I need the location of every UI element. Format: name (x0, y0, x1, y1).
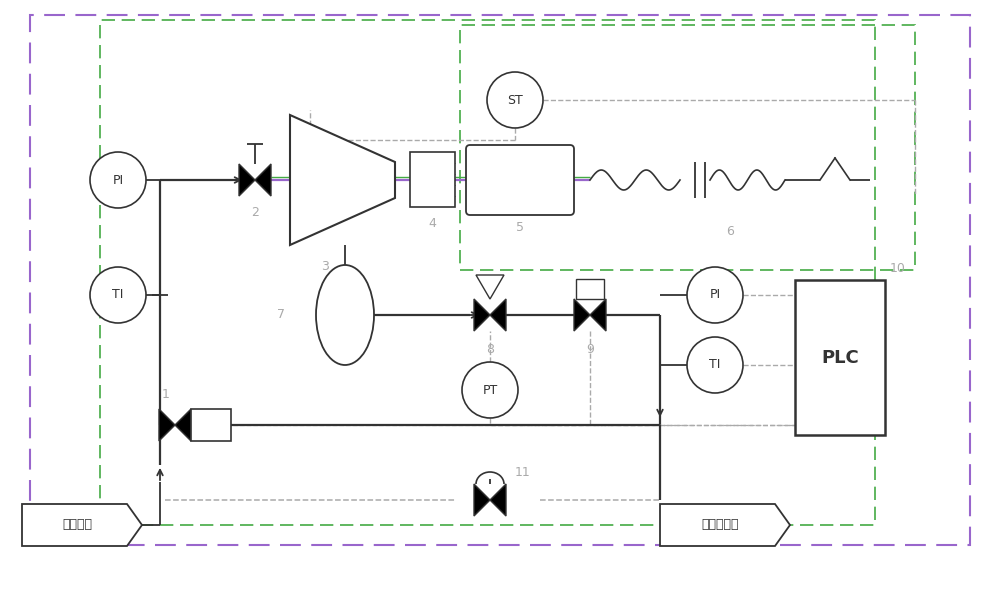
Polygon shape (159, 409, 175, 441)
Text: PT: PT (482, 383, 498, 397)
Polygon shape (490, 299, 506, 331)
Text: PLC: PLC (821, 349, 859, 367)
Text: 5: 5 (516, 221, 524, 234)
Text: PI: PI (709, 289, 721, 301)
Circle shape (462, 362, 518, 418)
Circle shape (687, 267, 743, 323)
Bar (795, 280, 885, 435)
Circle shape (90, 267, 146, 323)
Bar (191, 409, 231, 441)
Polygon shape (239, 164, 255, 196)
Text: 1: 1 (162, 388, 170, 401)
Polygon shape (175, 409, 191, 441)
Polygon shape (574, 299, 590, 331)
Text: 3: 3 (321, 260, 329, 273)
Polygon shape (22, 504, 142, 546)
Polygon shape (474, 484, 490, 516)
Bar (576, 279, 604, 299)
Polygon shape (660, 504, 790, 546)
Polygon shape (255, 164, 271, 196)
Polygon shape (590, 299, 606, 331)
Text: 9: 9 (586, 343, 594, 356)
Text: 8: 8 (486, 343, 494, 356)
Polygon shape (290, 115, 395, 245)
Text: 2: 2 (251, 206, 259, 219)
Circle shape (487, 72, 543, 128)
Text: 7: 7 (277, 308, 285, 322)
Text: TI: TI (112, 289, 124, 301)
Polygon shape (476, 275, 504, 299)
Circle shape (90, 152, 146, 208)
Text: 中低压管网: 中低压管网 (701, 518, 739, 532)
Circle shape (687, 337, 743, 393)
Ellipse shape (316, 265, 374, 365)
Polygon shape (474, 299, 490, 331)
Text: TI: TI (709, 358, 721, 371)
FancyBboxPatch shape (466, 145, 574, 215)
Polygon shape (490, 484, 506, 516)
Bar (410, 152, 455, 207)
Text: ST: ST (507, 94, 523, 107)
Text: 6: 6 (726, 225, 734, 238)
Text: PI: PI (112, 173, 124, 187)
Text: 高压管网: 高压管网 (62, 518, 92, 532)
Text: 11: 11 (515, 466, 531, 479)
Text: 4: 4 (428, 217, 436, 230)
Text: 10: 10 (890, 262, 906, 275)
